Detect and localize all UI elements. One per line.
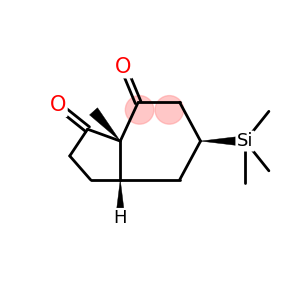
Text: H: H [113, 209, 127, 227]
Circle shape [125, 96, 154, 124]
Polygon shape [116, 180, 125, 218]
Text: O: O [115, 57, 131, 77]
Polygon shape [90, 108, 120, 141]
Text: Si: Si [237, 132, 253, 150]
Circle shape [155, 96, 184, 124]
Text: O: O [50, 95, 66, 116]
Polygon shape [200, 136, 245, 146]
